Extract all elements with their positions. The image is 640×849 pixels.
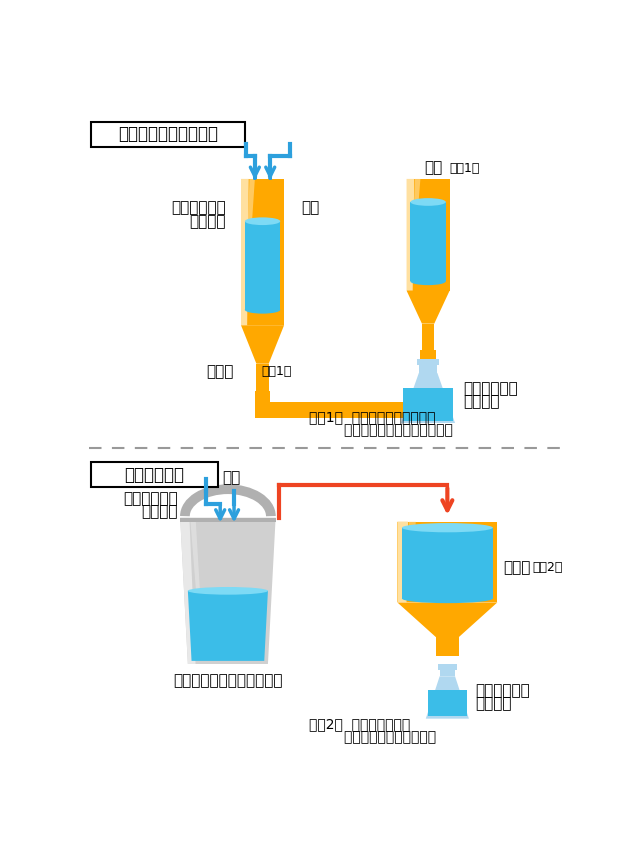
Bar <box>257 363 269 391</box>
Bar <box>245 222 280 310</box>
Bar <box>255 391 270 410</box>
Polygon shape <box>180 518 196 664</box>
Bar <box>406 179 450 290</box>
Text: ウラン酸化物: ウラン酸化物 <box>123 491 178 506</box>
Bar <box>422 323 435 350</box>
Polygon shape <box>188 591 268 661</box>
Polygon shape <box>426 677 469 718</box>
Bar <box>420 350 436 410</box>
Polygon shape <box>180 518 276 664</box>
Polygon shape <box>406 290 450 323</box>
Polygon shape <box>190 518 200 594</box>
Polygon shape <box>241 179 249 325</box>
Bar <box>417 359 439 365</box>
Bar <box>410 202 446 281</box>
Text: （注2）: （注2） <box>533 561 563 574</box>
Text: （注1）: （注1） <box>261 365 291 378</box>
Text: （粉末）: （粉末） <box>141 504 178 519</box>
Bar <box>180 518 276 522</box>
Bar <box>241 179 284 325</box>
Polygon shape <box>397 603 497 637</box>
Polygon shape <box>413 179 420 217</box>
Text: 硝酸ウラニル: 硝酸ウラニル <box>463 381 518 396</box>
Text: 硝酸: 硝酸 <box>223 470 241 485</box>
Text: （製品）: （製品） <box>463 394 499 409</box>
Text: 硝酸ウラニル: 硝酸ウラニル <box>475 683 530 698</box>
Bar <box>402 528 493 599</box>
Text: 貯塔: 貯塔 <box>424 160 442 176</box>
Ellipse shape <box>188 587 268 594</box>
Text: 溶解塔: 溶解塔 <box>206 364 234 379</box>
Text: （注1）: （注1） <box>449 161 479 175</box>
FancyBboxPatch shape <box>91 122 245 147</box>
Text: （注1）  臨界が起きないような: （注1） 臨界が起きないような <box>308 411 435 424</box>
Bar <box>436 637 459 656</box>
Bar <box>438 664 456 670</box>
Polygon shape <box>407 521 416 568</box>
Polygon shape <box>403 388 452 420</box>
Text: 形に作られている細長い容器: 形に作られている細長い容器 <box>308 424 452 438</box>
Polygon shape <box>428 690 467 717</box>
Ellipse shape <box>245 217 280 225</box>
FancyBboxPatch shape <box>91 462 218 486</box>
Text: 許可を受けた作業工程: 許可を受けた作業工程 <box>118 125 218 143</box>
Text: バケツ（ステンレス容器）: バケツ（ステンレス容器） <box>173 673 283 689</box>
Ellipse shape <box>410 278 446 285</box>
Polygon shape <box>248 179 255 225</box>
Text: 硝酸: 硝酸 <box>301 200 319 216</box>
Text: （製品）: （製品） <box>475 695 511 711</box>
Bar <box>440 664 455 677</box>
Ellipse shape <box>245 306 280 313</box>
Ellipse shape <box>402 594 493 603</box>
Text: 沈殿槽: 沈殿槽 <box>504 560 531 576</box>
Ellipse shape <box>402 523 493 532</box>
Text: 今回のケース: 今回のケース <box>124 465 184 484</box>
Bar <box>397 521 497 603</box>
Text: ウラン酸化物: ウラン酸化物 <box>171 200 225 216</box>
Polygon shape <box>397 521 408 603</box>
Bar <box>419 359 437 373</box>
Text: （粉末）: （粉末） <box>189 214 225 228</box>
Polygon shape <box>406 179 414 290</box>
Polygon shape <box>241 325 284 363</box>
Text: 臨界が起きる形状の容器: 臨界が起きる形状の容器 <box>308 730 436 744</box>
Polygon shape <box>401 373 455 423</box>
Text: （注2）  多量に入れると: （注2） 多量に入れると <box>308 717 410 731</box>
Ellipse shape <box>410 198 446 205</box>
Bar <box>255 402 436 418</box>
